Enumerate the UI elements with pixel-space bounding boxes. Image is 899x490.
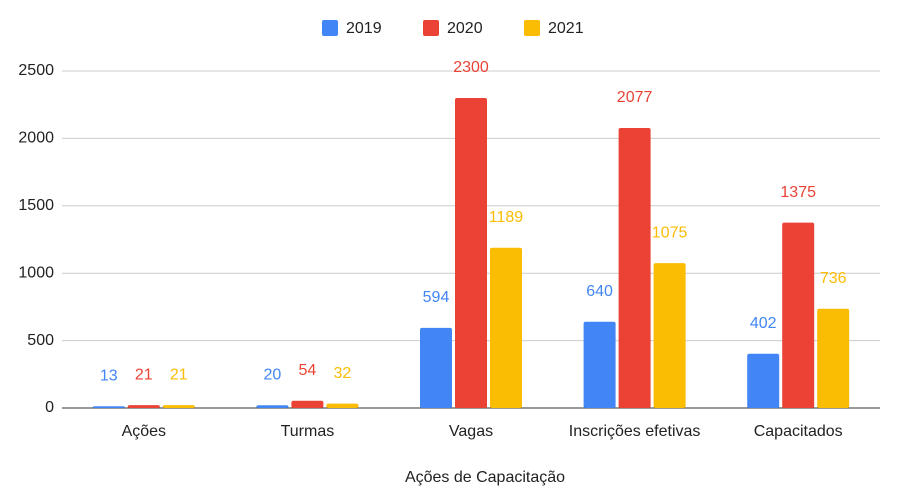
bar — [653, 263, 686, 408]
bar — [127, 405, 160, 408]
legend-label: 2021 — [548, 20, 584, 37]
y-tick-label: 0 — [45, 399, 54, 416]
data-label: 2300 — [453, 59, 489, 76]
x-tick-label: Vagas — [449, 423, 493, 440]
legend-swatch — [322, 20, 338, 36]
bar — [747, 353, 780, 408]
y-tick-label: 500 — [27, 332, 54, 349]
y-tick-label: 2500 — [18, 62, 54, 79]
legend-label: 2019 — [346, 20, 382, 37]
bar — [490, 247, 522, 408]
data-label: 1189 — [489, 209, 524, 226]
x-tick-label: Capacitados — [754, 423, 843, 440]
bar — [420, 327, 452, 408]
bar — [92, 406, 125, 408]
data-label: 20 — [264, 367, 282, 384]
y-tick-label: 1500 — [18, 197, 54, 214]
data-label: 54 — [299, 362, 317, 379]
y-tick-label: 1000 — [18, 264, 54, 281]
data-label: 1075 — [652, 224, 688, 241]
bar — [782, 222, 815, 408]
data-label: 402 — [750, 315, 777, 332]
bar — [162, 405, 195, 408]
bar — [618, 128, 651, 409]
data-label: 736 — [820, 270, 847, 287]
bar — [455, 97, 487, 409]
data-label: 21 — [170, 366, 188, 383]
legend-swatch — [423, 20, 439, 36]
data-label: 32 — [334, 365, 352, 382]
x-axis-title: Ações de Capacitação — [405, 469, 565, 486]
y-tick-label: 2000 — [18, 130, 54, 147]
x-tick-label: Inscrições efetivas — [569, 423, 701, 440]
data-label: 2077 — [617, 89, 653, 106]
data-label: 21 — [135, 366, 153, 383]
data-label: 13 — [100, 367, 118, 384]
legend-swatch — [524, 20, 540, 36]
bar — [256, 405, 289, 408]
bar — [326, 403, 359, 408]
x-tick-label: Turmas — [281, 423, 335, 440]
data-label: 640 — [586, 283, 613, 300]
bar — [291, 400, 324, 408]
data-label: 1375 — [780, 184, 816, 201]
bar — [817, 308, 850, 408]
legend-label: 2020 — [447, 20, 483, 37]
x-tick-label: Ações — [122, 423, 166, 440]
data-label: 594 — [423, 289, 450, 306]
bar — [583, 321, 616, 408]
